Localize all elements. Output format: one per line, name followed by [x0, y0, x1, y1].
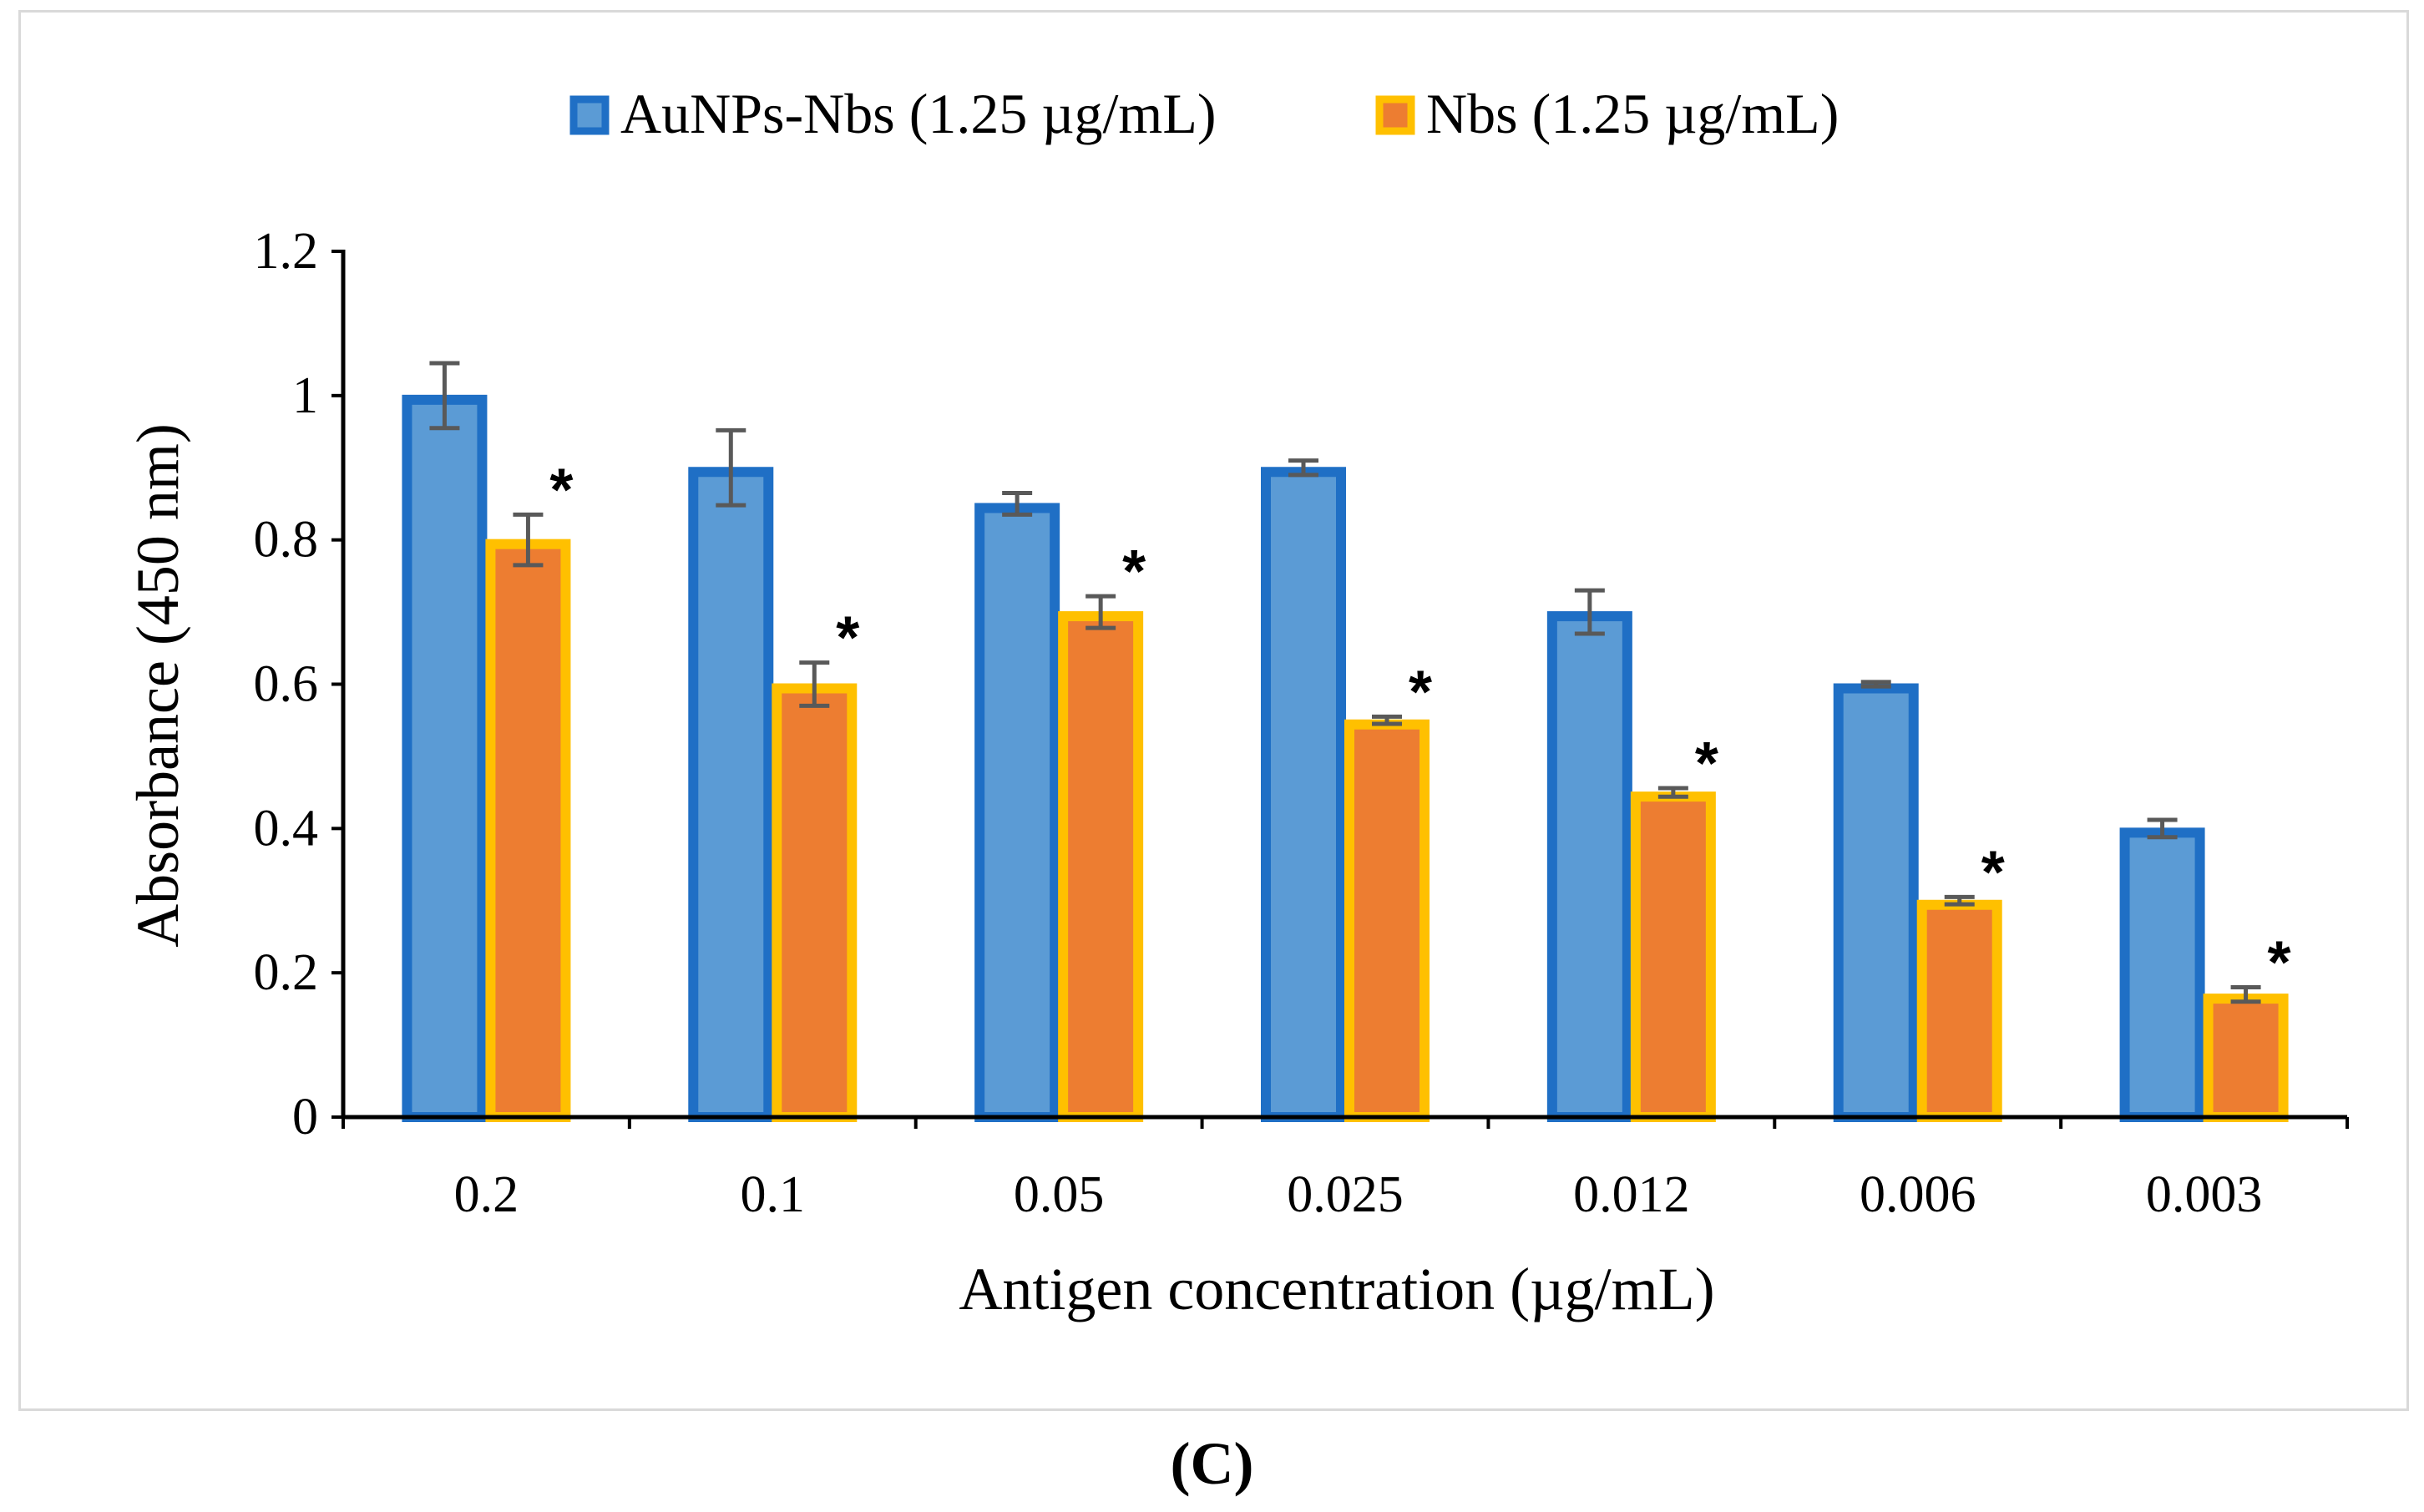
y-tick-label: 0.6 [254, 656, 319, 713]
x-tick-label: 0.012 [1573, 1166, 1690, 1223]
legend-swatch [1375, 95, 1415, 135]
significance-star: * [549, 457, 573, 523]
legend-label: Nbs (1.25 µg/mL) [1426, 82, 1839, 145]
bar-chart: 0 0.2 0.4 0.6 0.8 1 1.2 * 0.2 * 0.1 * 0.05 * 0.025 * 0.0… [124, 82, 2349, 1322]
significance-star: * [1695, 731, 1718, 797]
figure-frame: 0 0.2 0.4 0.6 0.8 1 1.2 * 0.2 * 0.1 * 0.05 * 0.025 * 0.0… [18, 10, 2409, 1411]
x-tick-label: 0.05 [1014, 1166, 1105, 1223]
x-axis-title: Antigen concentration (µg/mL) [959, 1256, 1714, 1322]
y-tick-label: 0.2 [254, 944, 319, 1001]
bar-aunps-nbs [974, 503, 1060, 1122]
significance-star: * [1122, 539, 1146, 605]
bar-nbs [485, 539, 571, 1122]
bar-nbs [1344, 719, 1430, 1122]
bar-nbs [1916, 899, 2002, 1122]
x-tick-label: 0.006 [1860, 1166, 1976, 1223]
significance-star: * [1409, 659, 1432, 726]
bar-nbs [1630, 791, 1716, 1122]
bar-aunps-nbs [2119, 827, 2205, 1122]
x-tick-label: 0.1 [741, 1166, 806, 1223]
bar-aunps-nbs [402, 394, 488, 1123]
x-tick-label: 0.2 [454, 1166, 519, 1223]
bar-aunps-nbs [1546, 611, 1632, 1122]
y-tick-label: 0.4 [254, 800, 319, 857]
y-tick-label: 1.2 [254, 223, 319, 280]
legend-swatch [569, 95, 610, 135]
bar-nbs [1058, 611, 1144, 1122]
x-tick-label: 0.003 [2146, 1166, 2263, 1223]
bar-aunps-nbs [1833, 683, 1919, 1122]
y-tick-label: 0.8 [254, 512, 319, 569]
y-tick-label: 1 [292, 367, 318, 424]
bar-aunps-nbs [1261, 467, 1346, 1122]
y-tick-label: 0 [292, 1089, 318, 1145]
panel-label: (C) [1170, 1430, 1254, 1497]
y-axis-title: Absorbance (450 nm) [124, 423, 191, 948]
significance-star: * [1981, 839, 2005, 906]
significance-star: * [2268, 929, 2291, 996]
x-tick-label: 0.025 [1287, 1166, 1404, 1223]
bar-nbs [2203, 994, 2289, 1123]
bar-aunps-nbs [688, 467, 774, 1122]
legend-label: AuNPs-Nbs (1.25 µg/mL) [620, 82, 1217, 145]
bar-nbs [772, 683, 858, 1122]
significance-star: * [836, 605, 859, 672]
